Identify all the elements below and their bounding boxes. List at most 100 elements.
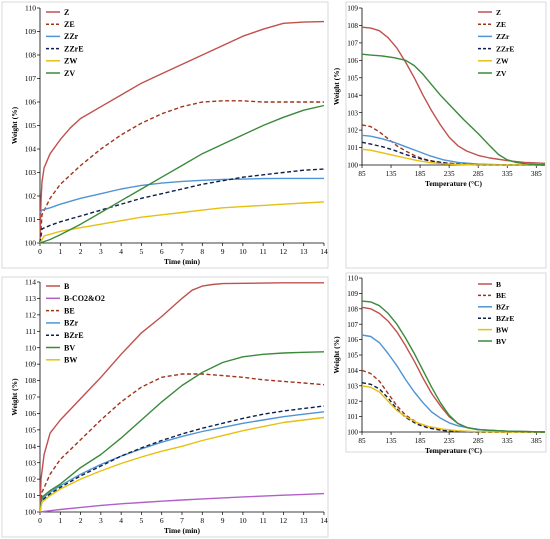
y-tick-label: 101: [347, 413, 358, 421]
y-axis-title: Weight (%): [10, 106, 19, 144]
legend-label: ZW: [496, 57, 509, 66]
x-tick-label: 85: [358, 437, 366, 445]
y-tick-label: 109: [347, 5, 358, 13]
legend-label: BE: [496, 291, 506, 300]
chart-a-right: 100 101 102 103 104 105 106 107 108 109 85 135 185 23…: [332, 1, 547, 269]
legend-label: B-CO2&O2: [64, 294, 105, 303]
y-tick-label: 104: [25, 442, 37, 451]
y-tick-label: 108: [347, 22, 358, 30]
series-line-b-co2-o2: [39, 492, 325, 513]
x-tick-label: 7: [180, 247, 184, 256]
x-tick-label: 14: [320, 516, 328, 525]
y-axis-title: Weight (%): [10, 378, 19, 416]
x-tick-label: 5: [140, 247, 144, 256]
x-axis-title: Temperature (°C): [425, 446, 482, 455]
y-tick-label: 100: [25, 508, 37, 517]
y-tick-label: 109: [347, 290, 358, 298]
y-tick-label: 106: [347, 57, 358, 65]
chart-b-right: 100 101 102 103 104 105 106 107 108 109 110 85 135 18…: [332, 272, 547, 455]
y-tick-label: 106: [347, 336, 358, 344]
y-tick-label: 105: [347, 352, 358, 360]
y-tick-label: 108: [347, 305, 358, 313]
x-axis-title: Time (min): [164, 257, 200, 266]
y-tick-label: 107: [25, 74, 37, 83]
series-line-zzr: [39, 177, 324, 213]
y-tick-label: 107: [25, 393, 37, 402]
y-tick-label: 104: [347, 367, 358, 375]
y-tick-label: 102: [25, 475, 37, 484]
legend-label: B: [496, 280, 501, 289]
legend-label: BZrE: [496, 314, 514, 323]
series-line-bw: [361, 385, 545, 433]
chart-frame: [345, 272, 547, 453]
x-tick-label: 2: [79, 247, 83, 256]
series-line-bv: [39, 351, 325, 513]
y-tick-label: 107: [347, 321, 358, 329]
x-tick-label: 185: [415, 170, 426, 178]
y-tick-label: 102: [347, 127, 358, 135]
legend-label: BE: [64, 306, 75, 315]
x-tick-label: 13: [300, 516, 308, 525]
x-tick-label: 11: [260, 247, 267, 256]
y-tick-label: 100: [25, 239, 37, 248]
y-tick-label: 109: [25, 27, 37, 36]
x-tick-label: 3: [99, 247, 103, 256]
legend-label: BZr: [496, 303, 510, 312]
chart-b-left: 1001011021031041051061071081091101111121…: [1, 276, 329, 538]
y-tick-label: 110: [25, 343, 36, 352]
x-tick-label: 135: [386, 437, 397, 445]
legend-label: BZr: [64, 319, 79, 328]
x-tick-label: 6: [160, 516, 164, 525]
y-tick-label: 101: [25, 491, 37, 500]
legend-label: ZZrE: [496, 44, 514, 53]
y-tick-label: 100: [347, 162, 358, 170]
x-tick-label: 9: [221, 247, 225, 256]
series-line-zzr: [361, 134, 545, 166]
series-line-zw: [361, 148, 545, 166]
x-tick-label: 285: [473, 437, 484, 445]
x-tick-label: 9: [221, 516, 225, 525]
x-tick-label: 13: [300, 247, 308, 256]
y-tick-label: 106: [25, 409, 37, 418]
y-tick-label: 110: [25, 4, 36, 13]
chart-frame: [1, 1, 329, 269]
x-tick-label: 235: [444, 437, 455, 445]
legend-label: ZV: [64, 69, 75, 78]
y-tick-label: 103: [347, 109, 358, 117]
x-tick-label: 12: [280, 516, 288, 525]
series-line-bzre: [39, 405, 325, 513]
legend-label: ZZrE: [64, 44, 84, 53]
series-line-zv: [361, 53, 546, 166]
series-line-be: [39, 373, 325, 513]
y-tick-label: 111: [25, 327, 36, 336]
legend-label: ZV: [496, 69, 507, 78]
x-tick-label: 4: [119, 247, 123, 256]
chart-frame: [345, 1, 547, 269]
series-line-b: [39, 282, 324, 513]
y-tick-label: 109: [25, 360, 37, 369]
y-tick-label: 104: [347, 92, 358, 100]
y-tick-label: 110: [347, 275, 358, 283]
x-tick-label: 85: [358, 170, 366, 178]
y-tick-label: 113: [25, 294, 36, 303]
y-tick-label: 100: [347, 429, 358, 437]
y-tick-label: 105: [25, 425, 37, 434]
y-tick-label: 103: [347, 382, 358, 390]
x-tick-label: 5: [140, 516, 144, 525]
legend-label: ZE: [64, 20, 75, 29]
legend-label: BZrE: [64, 331, 84, 340]
series-line-bzr: [39, 411, 325, 513]
y-tick-label: 114: [25, 278, 36, 287]
series-line-zzre: [39, 168, 325, 244]
y-tick-label: 106: [25, 98, 37, 107]
x-tick-label: 135: [386, 170, 397, 178]
series-line-zv: [39, 104, 325, 244]
y-tick-label: 104: [25, 145, 37, 154]
x-tick-label: 335: [502, 437, 513, 445]
legend-label: ZZr: [64, 32, 79, 41]
y-tick-label: 101: [347, 144, 358, 152]
y-tick-label: 105: [347, 74, 358, 82]
y-tick-label: 101: [25, 215, 37, 224]
x-tick-label: 385: [531, 170, 542, 178]
